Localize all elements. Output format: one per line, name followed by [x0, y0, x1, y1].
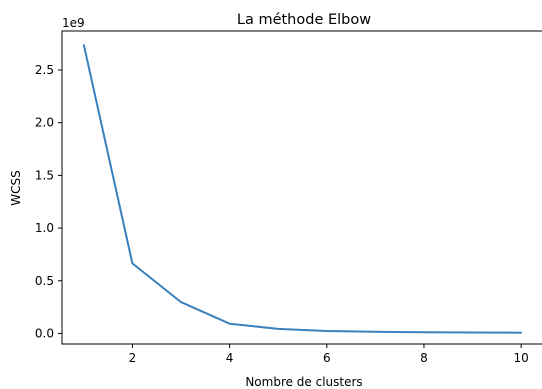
chart-title: La méthode Elbow [237, 12, 371, 28]
x-tick-label: 4 [226, 351, 234, 365]
x-axis-ticks: 2 4 6 8 10 [129, 344, 529, 365]
x-tick-label: 6 [323, 351, 331, 365]
y-tick-label: 2.0 [35, 116, 54, 130]
series-line [82, 44, 523, 334]
x-tick-label: 10 [513, 351, 528, 365]
x-tick-label: 8 [420, 351, 428, 365]
y-tick-label: 2.5 [35, 63, 54, 77]
y-axis-offset-label: 1e9 [62, 16, 85, 30]
x-axis-label: Nombre de clusters [245, 375, 362, 389]
plot-area-frame [61, 30, 542, 345]
y-tick-label: 0.0 [35, 326, 54, 340]
y-axis-label: WCSS [9, 170, 23, 205]
y-axis-ticks: 0.0 0.5 1.0 1.5 2.0 2.5 [35, 63, 62, 340]
x-tick-label: 2 [129, 351, 137, 365]
y-tick-label: 1.5 [35, 168, 54, 182]
series-layer [82, 44, 523, 334]
y-tick-label: 0.5 [35, 274, 54, 288]
y-tick-label: 1.0 [35, 221, 54, 235]
